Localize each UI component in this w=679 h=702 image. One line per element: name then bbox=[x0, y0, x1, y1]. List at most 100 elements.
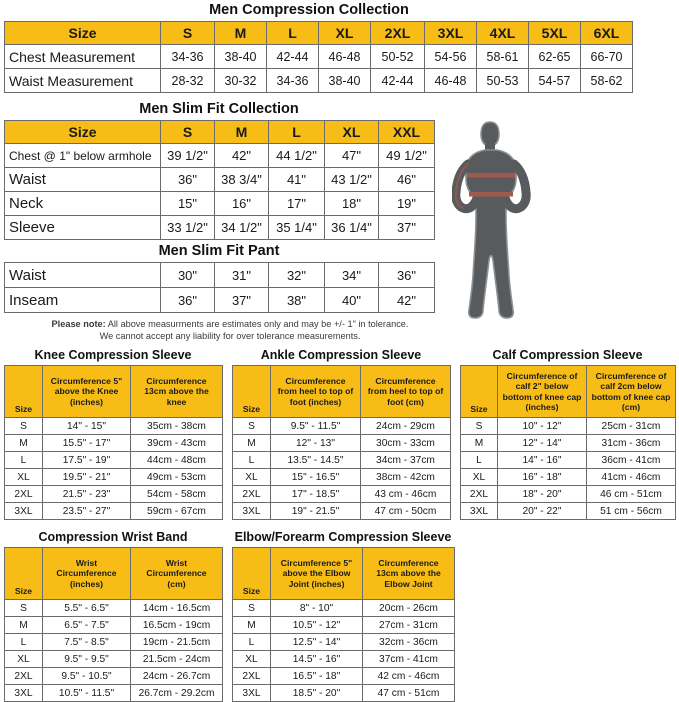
col-header-size: Size bbox=[4, 365, 43, 418]
table-cell: 13.5" - 14.5" bbox=[270, 451, 361, 469]
pant-table: Waist 30" 31" 32" 34" 36" Inseam 36" 37"… bbox=[4, 262, 435, 313]
table-cell: 18" bbox=[324, 191, 379, 216]
table-cell: 26.7cm - 29.2cm bbox=[130, 684, 223, 702]
size-cell: 2XL bbox=[4, 485, 43, 503]
table-cell: 66-70 bbox=[580, 44, 633, 69]
table-cell: 27cm - 31cm bbox=[362, 616, 455, 634]
size-cell: S bbox=[4, 599, 43, 617]
table-row: 3XL 19" - 21.5" 47 cm - 50cm bbox=[232, 502, 451, 520]
table-row: M 10.5" - 12" 27cm - 31cm bbox=[232, 616, 455, 634]
table-cell: 46-48 bbox=[424, 68, 477, 93]
table-cell: 47 cm - 51cm bbox=[362, 684, 455, 702]
table-row: Chest Measurement 34-36 38-40 42-44 46-4… bbox=[4, 44, 633, 69]
table-row: S 14" - 15" 35cm - 38cm bbox=[4, 417, 223, 435]
col-header-size: Size bbox=[4, 547, 43, 600]
table-cell: 54-56 bbox=[424, 44, 477, 69]
table-row: M 6.5" - 7.5" 16.5cm - 19cm bbox=[4, 616, 223, 634]
size-cell: L bbox=[232, 451, 271, 469]
table-row: Chest @ 1" below armhole 39 1/2" 42" 44 … bbox=[4, 143, 435, 168]
table-row: XL 14.5" - 16" 37cm - 41cm bbox=[232, 650, 455, 668]
table-cell: 37" bbox=[214, 287, 269, 313]
hdr-line: above the Elbow bbox=[282, 568, 351, 579]
col-header-inches: Circumference 5" above the Elbow Joint (… bbox=[270, 547, 363, 600]
table-cell: 36 1/4" bbox=[324, 215, 379, 240]
men-slim-fit-pant-section: Men Slim Fit Pant Waist 30" 31" 32" 34" … bbox=[4, 243, 435, 313]
size-cell: 2XL bbox=[232, 667, 271, 685]
table-cell: 23.5" - 27" bbox=[42, 502, 131, 520]
table-row: 2XL 18" - 20" 46 cm - 51cm bbox=[460, 485, 676, 503]
table-cell: 14" - 16" bbox=[497, 451, 587, 469]
col-header-m: M bbox=[214, 120, 269, 144]
table-row: S 9.5" - 11.5" 24cm - 29cm bbox=[232, 417, 451, 435]
table-cell: 36" bbox=[160, 167, 215, 192]
table-cell: 49 1/2" bbox=[378, 143, 435, 168]
hdr-line: bottom of knee cap bbox=[591, 391, 671, 402]
row-label: Chest Measurement bbox=[4, 44, 161, 69]
col-header-cm: Wrist Circumference (cm) bbox=[130, 547, 223, 600]
table-cell: 62-65 bbox=[528, 44, 581, 69]
table-cell: 36" bbox=[160, 287, 215, 313]
row-label: Waist bbox=[4, 262, 161, 288]
table-cell: 20" - 22" bbox=[497, 502, 587, 520]
row-label: Waist bbox=[4, 167, 161, 192]
knee-table: Size Circumference 5" above the Knee (in… bbox=[4, 365, 223, 520]
disclaimer-lead: Please note: bbox=[51, 319, 106, 329]
hdr-line: Wrist bbox=[165, 557, 188, 568]
size-cell: S bbox=[232, 417, 271, 435]
knee-title: Knee Compression Sleeve bbox=[34, 348, 192, 362]
col-header-size: Size bbox=[4, 120, 161, 144]
table-row: Sleeve 33 1/2" 34 1/2" 35 1/4" 36 1/4" 3… bbox=[4, 215, 435, 240]
row-label: Chest @ 1" below armhole bbox=[4, 143, 161, 168]
hdr-line: Wrist bbox=[75, 557, 98, 568]
size-cell: M bbox=[460, 434, 498, 452]
size-cell: 3XL bbox=[232, 684, 271, 702]
size-cell: XL bbox=[232, 650, 271, 668]
disclaimer-line-2: We cannot accept any liability for over … bbox=[99, 331, 361, 341]
table-row: 2XL 16.5" - 18" 42 cm - 46cm bbox=[232, 667, 455, 685]
table-cell: 10.5" - 12" bbox=[270, 616, 363, 634]
table-header-row: Size S M L XL 2XL 3XL 4XL 5XL 6XL bbox=[4, 21, 633, 45]
wrist-title: Compression Wrist Band bbox=[38, 530, 188, 544]
calf-compression-sleeve-section: Calf Compression Sleeve Size Circumferen… bbox=[460, 348, 676, 520]
table-cell: 59cm - 67cm bbox=[130, 502, 223, 520]
hdr-line: knee bbox=[166, 396, 187, 407]
table-cell: 24cm - 26.7cm bbox=[130, 667, 223, 685]
table-cell: 42-44 bbox=[370, 68, 425, 93]
table-cell: 35 1/4" bbox=[268, 215, 325, 240]
size-cell: 2XL bbox=[460, 485, 498, 503]
table-row: L 17.5" - 19" 44cm - 48cm bbox=[4, 451, 223, 469]
calf-table: Size Circumference of calf 2" below bott… bbox=[460, 365, 676, 520]
table-cell: 39cm - 43cm bbox=[130, 434, 223, 452]
table-header-row: Size Circumference 5" above the Elbow Jo… bbox=[232, 547, 455, 600]
col-header-inches: Wrist Circumference (inches) bbox=[42, 547, 131, 600]
size-cell: XL bbox=[232, 468, 271, 486]
hdr-line: Joint (inches) bbox=[288, 578, 345, 589]
col-header-size: Size bbox=[4, 21, 161, 45]
hdr-line: Circumference bbox=[285, 375, 346, 386]
table-cell: 10.5" - 11.5" bbox=[42, 684, 131, 702]
table-row: 3XL 20" - 22" 51 cm - 56cm bbox=[460, 502, 676, 520]
hdr-line: foot (cm) bbox=[387, 396, 424, 407]
table-cell: 9.5" - 11.5" bbox=[270, 417, 361, 435]
hdr-line: Circumference of bbox=[595, 370, 667, 381]
table-cell: 38cm - 42cm bbox=[360, 468, 451, 486]
col-header-5xl: 5XL bbox=[528, 21, 581, 45]
table-cell: 38" bbox=[268, 287, 325, 313]
table-row: XL 9.5" - 9.5" 21.5cm - 24cm bbox=[4, 650, 223, 668]
col-header-xxl: XXL bbox=[378, 120, 435, 144]
hdr-line: (cm) bbox=[621, 402, 641, 412]
table-cell: 43 1/2" bbox=[324, 167, 379, 192]
col-header-l: L bbox=[268, 120, 325, 144]
size-cell: S bbox=[232, 599, 271, 617]
size-cell: 3XL bbox=[4, 684, 43, 702]
col-header-s: S bbox=[160, 21, 215, 45]
hdr-line: calf 2cm below bbox=[600, 381, 662, 391]
table-cell: 19cm - 21.5cm bbox=[130, 633, 223, 651]
ankle-compression-sleeve-section: Ankle Compression Sleeve Size Circumfere… bbox=[232, 348, 451, 520]
table-row: Waist 36" 38 3/4" 41" 43 1/2" 46" bbox=[4, 167, 435, 192]
row-label: Sleeve bbox=[4, 215, 161, 240]
col-header-xl: XL bbox=[318, 21, 371, 45]
col-header-2xl: 2XL bbox=[370, 21, 425, 45]
table-cell: 31cm - 36cm bbox=[586, 434, 676, 452]
table-cell: 15.5" - 17" bbox=[42, 434, 131, 452]
